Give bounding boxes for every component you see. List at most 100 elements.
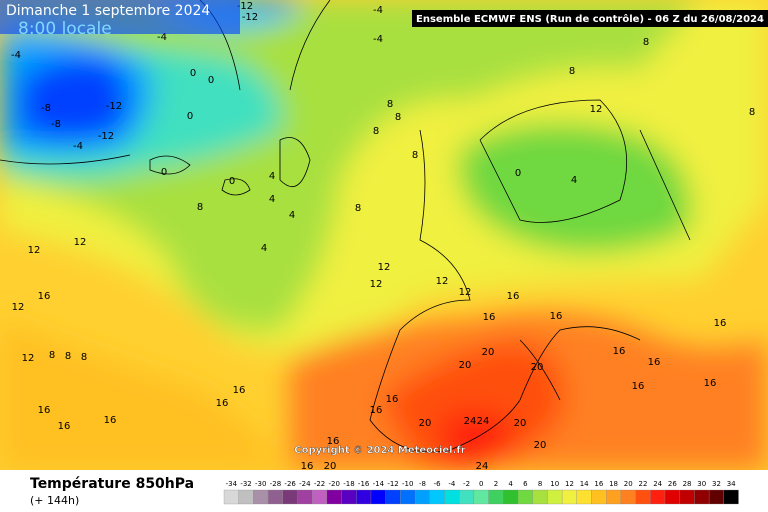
scale-swatch [312, 489, 328, 505]
contour-label: 0 [161, 167, 167, 178]
scale-label: 18 [609, 480, 618, 488]
contour-label: 12 [436, 276, 449, 287]
scale-label: -24 [299, 480, 311, 488]
contour-label: -4 [373, 34, 383, 45]
scale-swatch [429, 489, 445, 505]
temperature-field [0, 0, 768, 470]
scale-label: -22 [314, 480, 325, 488]
contour-label: 16 [550, 311, 563, 322]
scale-swatch [223, 489, 239, 505]
contour-label: 8 [749, 107, 755, 118]
contour-label: -4 [373, 5, 383, 16]
scale-swatch [620, 489, 636, 505]
contour-label: 16 [483, 312, 496, 323]
contour-label: -4 [11, 50, 21, 61]
contour-label: 4 [269, 194, 275, 205]
contour-label: 16 [714, 318, 727, 329]
scale-label: 6 [523, 480, 528, 488]
scale-label: 10 [550, 480, 559, 488]
contour-label: 16 [648, 357, 661, 368]
scale-label: -32 [240, 480, 251, 488]
contour-label: 0 [208, 75, 214, 86]
scale-swatch [664, 489, 680, 505]
scale-label: 12 [565, 480, 574, 488]
contour-label: 16 [38, 291, 51, 302]
contour-label: -8 [51, 119, 61, 130]
scale-label: 0 [479, 480, 483, 488]
contour-label: 4 [269, 171, 275, 182]
scale-label: -2 [463, 480, 470, 488]
contour-label: 20 [459, 360, 472, 371]
contour-label: 20 [324, 461, 337, 472]
contour-label: 8 [395, 112, 401, 123]
contour-label: -12 [98, 131, 114, 142]
scale-label: 8 [538, 480, 542, 488]
scale-label: -26 [284, 480, 296, 488]
contour-label: 12 [370, 279, 383, 290]
contour-label: 16 [301, 461, 314, 472]
scale-swatch [517, 489, 533, 505]
contour-label: 16 [58, 421, 71, 432]
contour-label: 0 [515, 168, 521, 179]
scale-swatch [370, 489, 386, 505]
contour-label: 8 [373, 126, 379, 137]
copyright: Copyright © 2024 Meteociel.fr [294, 445, 465, 456]
scale-label: -6 [434, 480, 442, 488]
contour-label: 16 [370, 405, 383, 416]
contour-label: 0 [229, 176, 235, 187]
scale-label: -12 [387, 480, 398, 488]
contour-label: -12 [106, 101, 122, 112]
contour-label: 24 [464, 416, 477, 427]
lead-time: (+ 144h) [30, 494, 79, 507]
contour-label: 4 [571, 175, 577, 186]
contour-label: 16 [233, 385, 246, 396]
contour-label: 16 [507, 291, 520, 302]
parameter-name: Température 850hPa [30, 476, 194, 492]
scale-swatch [591, 489, 607, 505]
scale-swatch [267, 489, 283, 505]
contour-label: 8 [412, 150, 418, 161]
contour-label: 8 [49, 350, 55, 361]
contour-label: 20 [531, 362, 544, 373]
contour-label: 8 [197, 202, 203, 213]
scale-label: -34 [226, 480, 238, 488]
contour-label: 4 [289, 210, 295, 221]
scale-swatch [414, 489, 430, 505]
scale-label: 24 [653, 480, 662, 488]
scale-label: 32 [712, 480, 721, 488]
contour-label: -12 [237, 1, 253, 12]
scale-swatch [708, 489, 724, 505]
color-scale: -34 -32 -30 -28 -26 -24 -22 -20 -18 -16 -14 -12 -10-… [223, 480, 739, 505]
contour-label: 12 [12, 302, 25, 313]
title-block: Dimanche 1 septembre 2024 8:00 locale [0, 0, 240, 39]
contour-label: -4 [157, 32, 167, 43]
contour-label: 8 [569, 66, 575, 77]
scale-swatch [400, 489, 416, 505]
contour-label: 12 [590, 104, 603, 115]
model-info: Ensemble ECMWF ENS (Run de contrôle) - 0… [416, 13, 764, 25]
contour-labels: -12-12-4-4-4-400-12-8-8-12-4000444488888… [11, 1, 755, 472]
scale-label: 4 [508, 480, 513, 488]
contour-label: 20 [419, 418, 432, 429]
scale-label: -16 [358, 480, 370, 488]
contour-label: 8 [387, 99, 393, 110]
contour-label: -12 [242, 12, 258, 23]
contour-label: 12 [459, 287, 472, 298]
scale-swatch [723, 489, 739, 505]
contour-label: 20 [534, 440, 547, 451]
scale-swatch [488, 489, 504, 505]
map-date: Dimanche 1 septembre 2024 [6, 3, 210, 19]
contour-label: 12 [28, 245, 41, 256]
scale-label: -14 [373, 480, 385, 488]
scale-swatch [547, 489, 563, 505]
scale-swatch [679, 489, 695, 505]
coastlines [0, 0, 691, 453]
scale-swatch [238, 489, 254, 505]
scale-label: -8 [419, 480, 426, 488]
scale-label: -10 [402, 480, 413, 488]
scale-swatch [694, 489, 710, 505]
scale-swatch [503, 489, 519, 505]
contour-label: 20 [514, 418, 527, 429]
contour-label: 4 [261, 243, 267, 254]
